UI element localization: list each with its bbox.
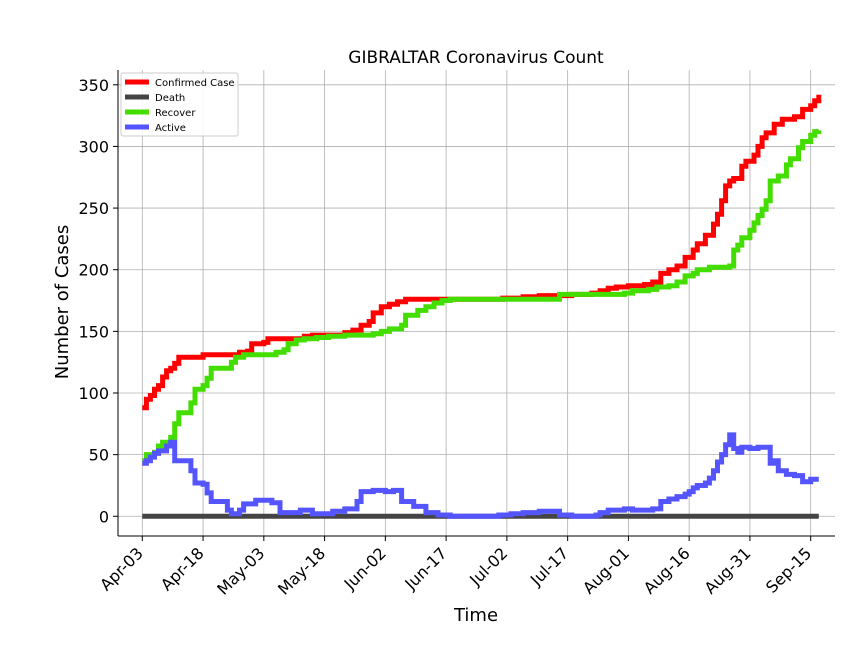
legend: Confirmed Case Death Recover Active: [120, 72, 239, 137]
legend-label-confirmed-case: Confirmed Case: [155, 78, 235, 89]
legend-label-death: Death: [155, 93, 185, 104]
legend-label-active: Active: [155, 123, 186, 134]
y-tick-label: 350: [78, 76, 109, 95]
y-axis-title: Number of Cases: [52, 225, 73, 380]
y-tick-label: 0: [99, 507, 109, 526]
series-line-active: [142, 432, 819, 519]
x-axis-title: Time: [453, 605, 498, 626]
y-tick-label: 150: [78, 322, 109, 341]
legend-box: [120, 72, 239, 137]
chart-title: GIBRALTAR Coronavirus Count: [348, 48, 604, 68]
legend-label-recover: Recover: [155, 108, 196, 119]
series-group: [142, 94, 822, 519]
y-tick-label: 50: [89, 446, 109, 465]
series-line-recover: [142, 129, 822, 464]
y-tick-label: 250: [78, 199, 109, 218]
y-tick-label: 300: [78, 137, 109, 156]
y-tick-label: 100: [78, 384, 109, 403]
axes: [113, 70, 835, 541]
y-tick-label: 200: [78, 261, 109, 280]
